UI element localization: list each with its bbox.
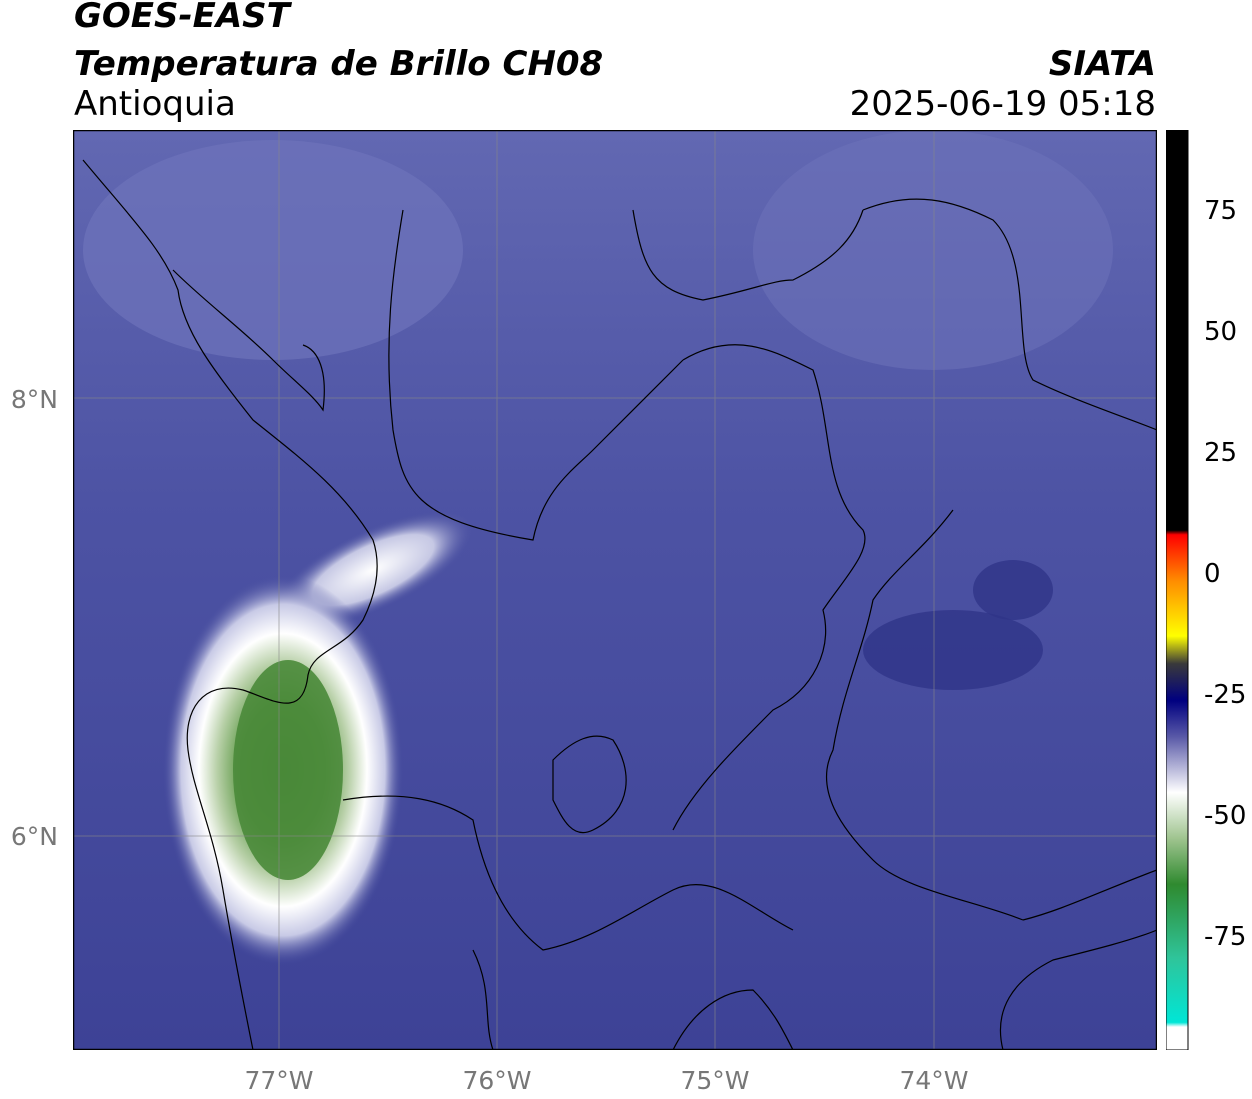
antioquia-north <box>388 209 684 541</box>
dept-border-6 <box>472 949 494 1050</box>
cbar-tick-minus50: -50 <box>1204 801 1247 831</box>
dept-border-2 <box>862 198 1157 431</box>
dept-border-3 <box>825 509 1024 921</box>
colorbar-fill <box>1166 130 1189 1050</box>
satellite-title: GOES-EAST <box>74 0 290 36</box>
cbar-tick-minus25: -25 <box>1204 680 1247 710</box>
colorbar <box>1166 130 1189 1050</box>
dept-border-1 <box>632 209 864 301</box>
dept-border-8 <box>999 929 1157 1050</box>
datetime-label: 2025-06-19 05:18 <box>849 84 1156 124</box>
cbar-tick-0: 0 <box>1204 559 1221 589</box>
cbar-tick-25: 25 <box>1204 438 1238 468</box>
lon-tick-75w: 75°W <box>680 1066 750 1095</box>
gridlines <box>73 130 1157 1050</box>
lat-tick-6n: 6°N <box>10 822 58 851</box>
organization-label: SIATA <box>1048 44 1156 84</box>
antioquia-south <box>342 795 794 951</box>
dept-border-5 <box>552 735 627 834</box>
cold-patch-east-2 <box>973 560 1053 620</box>
coastline <box>82 159 378 1050</box>
gulf-of-uraba <box>172 269 325 412</box>
admin-borders <box>82 159 1157 1050</box>
lon-tick-76w: 76°W <box>462 1066 532 1095</box>
cbar-tick-minus75: -75 <box>1204 922 1247 952</box>
product-title: Temperatura de Brillo CH08 <box>74 44 604 84</box>
convective-cloud-core <box>233 660 343 880</box>
lon-tick-74w: 74°W <box>899 1066 969 1095</box>
dept-border-4 <box>1022 869 1157 921</box>
cloud-patch-ne <box>753 130 1113 370</box>
satellite-map <box>73 130 1157 1050</box>
cbar-tick-75: 75 <box>1204 196 1238 226</box>
lat-tick-8n: 8°N <box>10 385 58 414</box>
antioquia-east <box>672 344 866 831</box>
dept-border-7 <box>672 989 794 1050</box>
cold-patch-east <box>863 610 1043 690</box>
lon-tick-77w: 77°W <box>244 1066 314 1095</box>
region-label: Antioquia <box>74 84 236 124</box>
map-frame <box>73 130 1157 1050</box>
cbar-tick-50: 50 <box>1204 317 1238 347</box>
cloud-patch-north <box>83 140 463 360</box>
